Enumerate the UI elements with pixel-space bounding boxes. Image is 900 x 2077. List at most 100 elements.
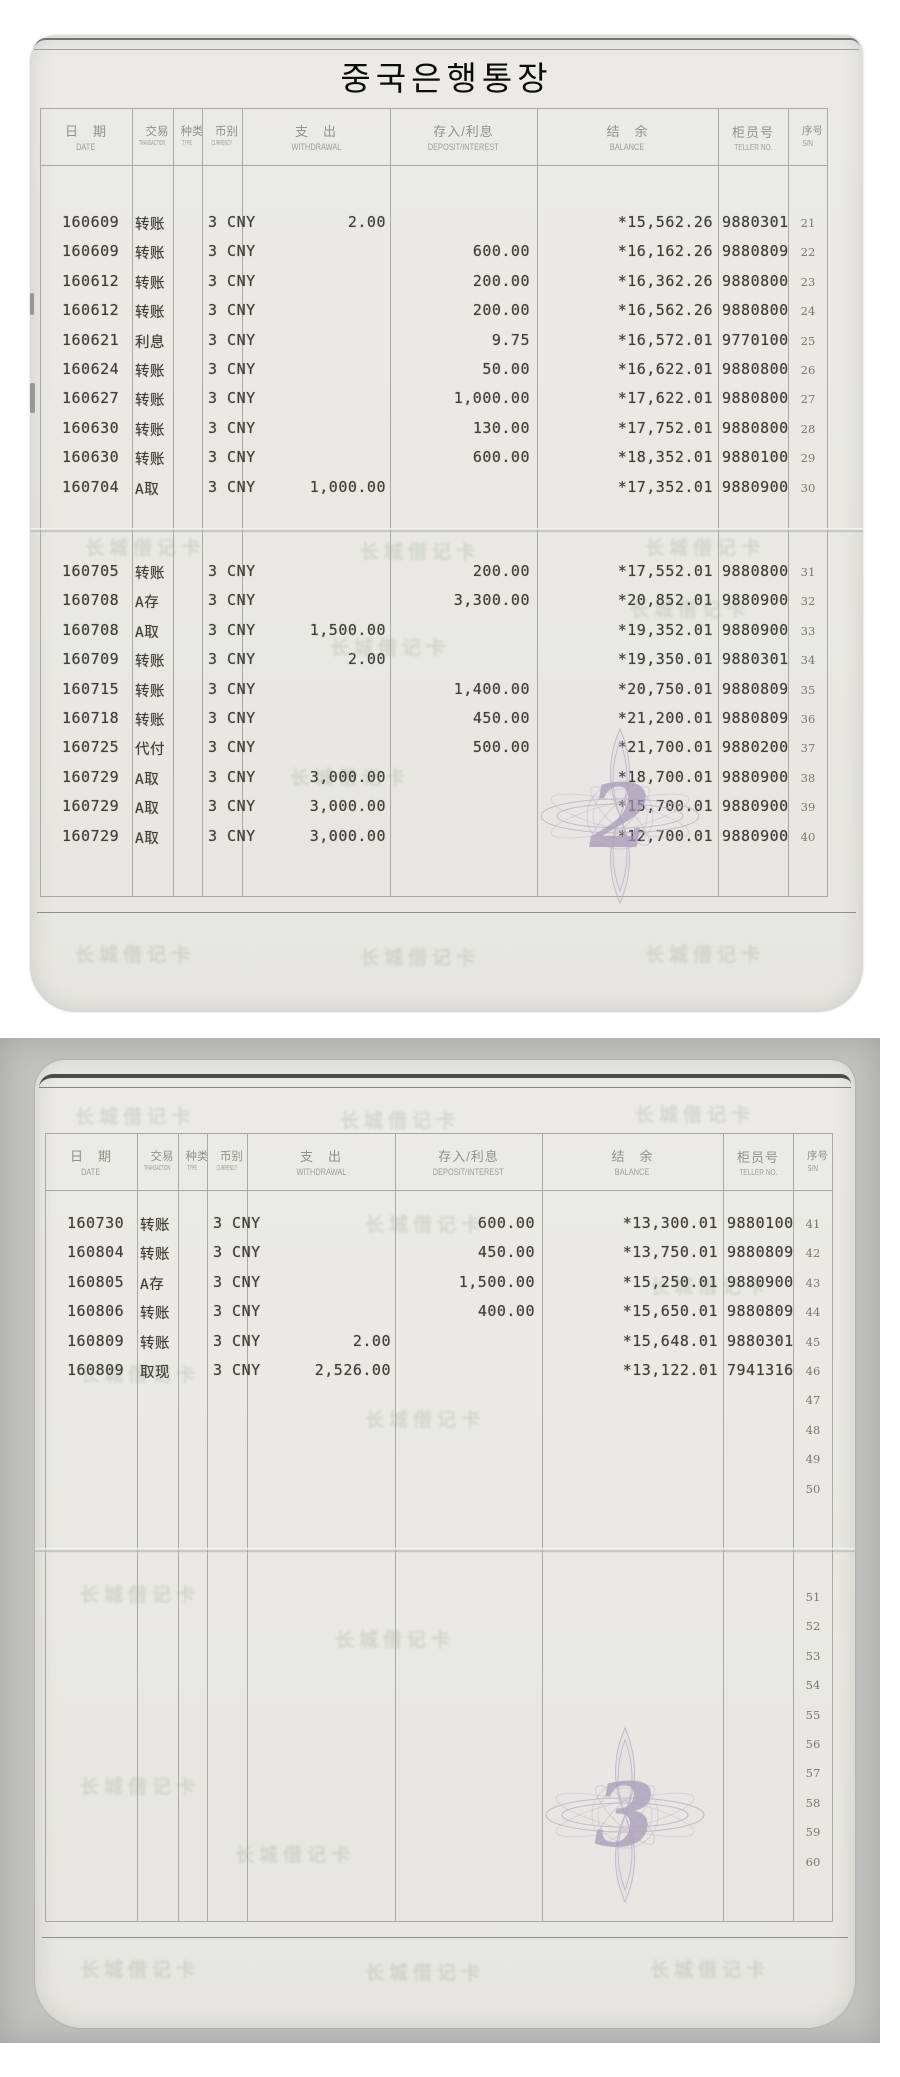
column-line <box>395 1133 396 1922</box>
watermark-text: 长城借记卡 <box>650 1277 771 1298</box>
column-header-serial-no: 序号 S/N <box>802 124 823 148</box>
cell-date: 160708 <box>62 620 120 639</box>
cell-type-currency: 3 CNY <box>208 738 256 757</box>
cell-serial-no: 41 <box>805 1217 821 1231</box>
cell-deposit-interest: 600.00 <box>472 448 530 467</box>
cell-teller-no: 7941316 <box>727 1360 794 1379</box>
cell-type-currency: 3 CNY <box>208 242 256 261</box>
table-row: 160627 转账 3 CNY 1,000.00 *17,622.01 9880… <box>40 383 828 412</box>
cell-transaction-type: A存 <box>135 595 160 612</box>
cell-date: 160627 <box>62 389 120 408</box>
cell-teller-no: 9880900 <box>722 620 789 639</box>
cell-deposit-interest: 1,000.00 <box>453 389 530 408</box>
passbook-page-2: 长城借记卡 长城借记卡 长城借记卡 长城借记卡 长城借记卡 长城借记卡 长城借记… <box>35 1060 855 2028</box>
cell-serial-no: 40 <box>800 829 816 844</box>
cell-serial-no: 50 <box>805 1481 821 1496</box>
cell-transaction-type: 转账 <box>135 654 165 671</box>
column-header-balance: 结 余 BALANCE <box>611 1149 654 1177</box>
cell-date: 160715 <box>62 679 120 698</box>
column-line <box>40 108 41 897</box>
rows-lower-half: 51 52 53 54 55 <box>45 1555 833 1922</box>
watermark-text: 长城借记卡 <box>75 945 196 966</box>
table-row: 160709 转账 3 CNY 2.00 *19,350.01 9880301 … <box>40 644 828 673</box>
cell-type-currency: 3 CNY <box>208 271 256 290</box>
cell-type-currency: 3 CNY <box>208 591 256 610</box>
table-row: 160609 转账 3 CNY 600.00 *16,162.26 988080… <box>40 236 828 265</box>
cell-teller-no: 9880900 <box>722 767 789 786</box>
cell-date: 160709 <box>62 650 120 669</box>
cell-serial-no: 27 <box>800 392 816 407</box>
cell-deposit-interest: 200.00 <box>472 271 530 290</box>
watermark-text: 长城借记卡 <box>330 638 451 659</box>
scan-smudge <box>30 293 34 315</box>
cell-balance: *16,162.26 <box>617 242 713 261</box>
book-cover-edge <box>39 1074 851 1088</box>
cell-type-currency: 3 CNY <box>213 1272 261 1291</box>
cell-serial-no: 38 <box>800 770 816 785</box>
cell-transaction-type: 转账 <box>135 393 165 410</box>
cell-date: 160805 <box>67 1272 125 1291</box>
cell-deposit-interest: 200.00 <box>472 562 530 580</box>
cell-balance: *13,750.01 <box>622 1243 718 1262</box>
cell-teller-no: 9880900 <box>722 591 789 610</box>
cell-date: 160729 <box>62 826 120 845</box>
cell-transaction-type: 转账 <box>135 566 165 582</box>
column-line <box>137 1133 138 1922</box>
column-line <box>132 108 133 897</box>
watermark-text: 长城借记卡 <box>650 1960 771 1981</box>
cell-balance: *18,700.01 <box>617 767 713 786</box>
cell-balance: *15,562.26 <box>617 213 713 231</box>
cell-teller-no: 9880301 <box>722 213 789 231</box>
cell-type-currency: 3 CNY <box>208 620 256 639</box>
cell-transaction-type: 转账 <box>140 1247 170 1264</box>
cell-transaction-type: 转账 <box>135 275 165 292</box>
cell-transaction-type: 转账 <box>140 1335 170 1352</box>
cell-teller-no: 9880800 <box>722 562 789 580</box>
cell-teller-no: 9880809 <box>727 1302 794 1321</box>
passbook-page-1: 중국은행통장 长城借记卡 长城借记卡 长城借记卡 长城借记卡 长城借记卡 长城借… <box>30 35 863 1012</box>
cell-deposit-interest: 1,500.00 <box>458 1272 535 1291</box>
cell-serial-no: 49 <box>805 1452 821 1467</box>
cell-balance: *15,650.01 <box>622 1302 718 1321</box>
table-row: 160729 A取 3 CNY 3,000.00 *18,700.01 9880… <box>40 762 828 791</box>
cell-balance: *16,362.26 <box>617 271 713 290</box>
table-row: 56 <box>45 1728 833 1757</box>
table-row: 51 <box>45 1581 833 1610</box>
table-row: 160729 A取 3 CNY 3,000.00 *12,700.01 9880… <box>40 821 828 850</box>
cell-type-currency: 3 CNY <box>208 562 256 580</box>
column-header-date: 日 期 DATE <box>64 124 107 152</box>
cell-deposit-interest: 50.00 <box>482 359 530 378</box>
cell-teller-no: 9880800 <box>722 389 789 408</box>
watermark-text: 长城借记卡 <box>235 1845 356 1866</box>
column-line <box>542 1133 543 1922</box>
table-row: 160725 代付 3 CNY 500.00 *21,700.01 988020… <box>40 732 828 761</box>
cell-balance: *15,250.01 <box>622 1272 718 1291</box>
cell-serial-no: 35 <box>800 682 816 697</box>
cell-withdrawal: 3,000.00 <box>309 767 386 786</box>
column-header-teller-no: 柜员号 TELLER NO. <box>736 1149 779 1177</box>
cell-teller-no: 9880800 <box>722 271 789 290</box>
cell-date: 160809 <box>67 1331 125 1350</box>
cell-balance: *17,752.01 <box>617 418 713 437</box>
cell-transaction-type: A取 <box>135 830 160 847</box>
column-header-withdrawal: 支 出 WITHDRAWAL <box>296 1149 346 1177</box>
cell-balance: *17,552.01 <box>617 562 713 580</box>
cell-transaction-type: 转账 <box>135 217 165 233</box>
cell-date: 160729 <box>62 797 120 816</box>
column-header-type: 种类 TYPE <box>185 1150 209 1173</box>
cell-balance: *20,852.01 <box>617 591 713 610</box>
cell-withdrawal: 2.00 <box>352 1331 391 1350</box>
cell-transaction-type: 转账 <box>140 1218 170 1234</box>
table-border-line <box>45 1921 833 1922</box>
table-row: 160708 A取 3 CNY 1,500.00 *19,352.01 9880… <box>40 615 828 644</box>
cell-serial-no: 55 <box>805 1707 821 1722</box>
cell-withdrawal: 2,526.00 <box>314 1360 391 1379</box>
rows-upper-half: 160730 转账 3 CNY 600.00 *13,300.01 988010… <box>45 1190 833 1555</box>
cell-teller-no: 9880800 <box>722 359 789 378</box>
cell-balance: *16,572.01 <box>617 330 713 349</box>
column-header-currency: 币别 CURRENCY <box>211 125 238 148</box>
table-row: 160708 A存 3 CNY 3,300.00 *20,852.01 9880… <box>40 585 828 614</box>
cell-type-currency: 3 CNY <box>208 213 256 231</box>
table-row: 57 <box>45 1757 833 1786</box>
column-header-transaction: 交易 TRANSACTION <box>139 125 169 148</box>
